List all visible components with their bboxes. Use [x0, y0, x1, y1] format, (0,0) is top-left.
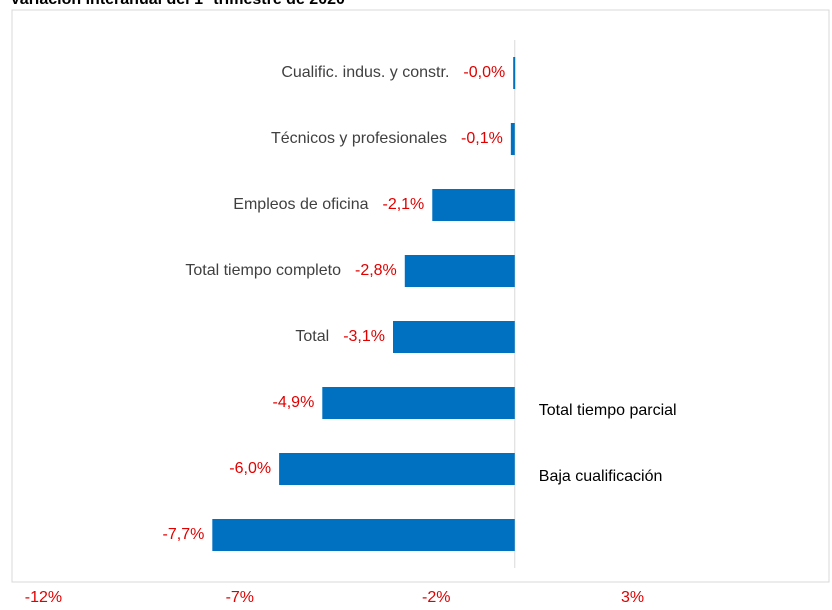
bar — [393, 321, 515, 353]
x-tick-label: -12% — [25, 589, 62, 606]
category-label: Técnicos y profesionales — [271, 130, 447, 147]
category-label: Baja cualificación — [539, 468, 663, 485]
plot-border — [11, 9, 830, 583]
value-label: -0,1% — [461, 130, 503, 147]
value-label: -6,0% — [229, 460, 271, 477]
bar — [279, 453, 515, 485]
x-tick-label: -7% — [226, 589, 254, 606]
value-label: -2,8% — [355, 262, 397, 279]
x-tick-label: 3% — [621, 589, 644, 606]
value-label: -0,0% — [463, 64, 505, 81]
bar — [212, 519, 515, 551]
bar — [322, 387, 515, 419]
chart-title: Variación interanual del 1º trimestre de… — [10, 0, 345, 8]
category-label: Total tiempo completo — [185, 262, 341, 279]
bar — [404, 255, 515, 287]
bar — [513, 57, 516, 89]
category-label: Cualific. indus. y constr. — [281, 64, 449, 81]
value-label: -4,9% — [273, 394, 315, 411]
x-tick-label: -2% — [422, 589, 450, 606]
value-label: -2,1% — [382, 196, 424, 213]
bar — [432, 189, 515, 221]
bar — [510, 123, 515, 155]
category-label: Total tiempo parcial — [539, 402, 677, 419]
category-label: Total — [295, 328, 329, 345]
value-label: -7,7% — [163, 526, 205, 543]
category-label: Empleos de oficina — [233, 196, 368, 213]
value-label: -3,1% — [343, 328, 385, 345]
